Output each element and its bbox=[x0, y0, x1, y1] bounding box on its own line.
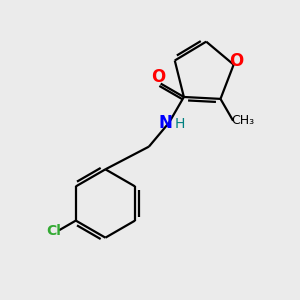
Text: CH₃: CH₃ bbox=[231, 114, 254, 127]
Text: Cl: Cl bbox=[46, 224, 61, 238]
Text: N: N bbox=[158, 114, 172, 132]
Text: H: H bbox=[175, 117, 185, 131]
Text: O: O bbox=[229, 52, 243, 70]
Text: O: O bbox=[151, 68, 165, 86]
